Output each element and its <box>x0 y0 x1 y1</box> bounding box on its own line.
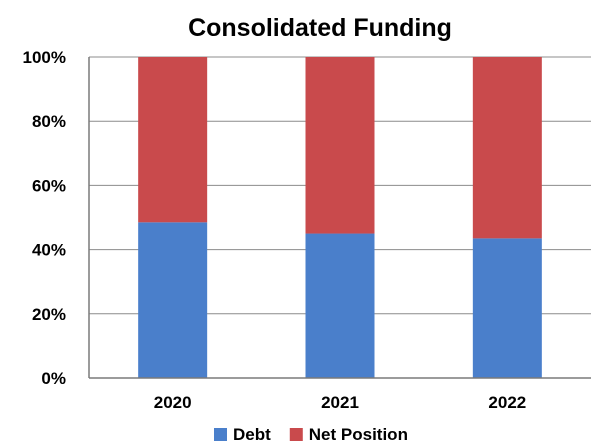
y-tick-label: 0% <box>41 369 66 388</box>
bar-debt-2020 <box>138 222 208 378</box>
y-tick-label: 100% <box>23 48 66 67</box>
y-tick-label: 60% <box>32 176 66 195</box>
bar-debt-2022 <box>472 238 542 378</box>
y-tick-label: 40% <box>32 241 66 260</box>
x-tick-label: 2021 <box>321 393 359 412</box>
y-axis-ticks: 0% 20% 40% 60% 80% 100% <box>23 48 66 388</box>
legend: Debt Net Position <box>214 425 408 444</box>
chart-title: Consolidated Funding <box>188 14 452 42</box>
y-tick-label: 20% <box>32 305 66 324</box>
y-tick-label: 80% <box>32 112 66 131</box>
x-axis-ticks: 2020 2021 2022 <box>154 393 526 412</box>
legend-swatch-debt <box>214 428 227 441</box>
x-tick-label: 2022 <box>488 393 526 412</box>
legend-label-net-position: Net Position <box>309 425 408 444</box>
legend-label-debt: Debt <box>233 425 271 444</box>
x-tick-label: 2020 <box>154 393 192 412</box>
legend-swatch-net-position <box>289 428 303 441</box>
bar-net-position-2020 <box>138 57 208 223</box>
bars <box>138 57 542 378</box>
bar-net-position-2021 <box>305 57 375 234</box>
bar-net-position-2022 <box>472 57 542 239</box>
bar-debt-2021 <box>305 233 375 378</box>
